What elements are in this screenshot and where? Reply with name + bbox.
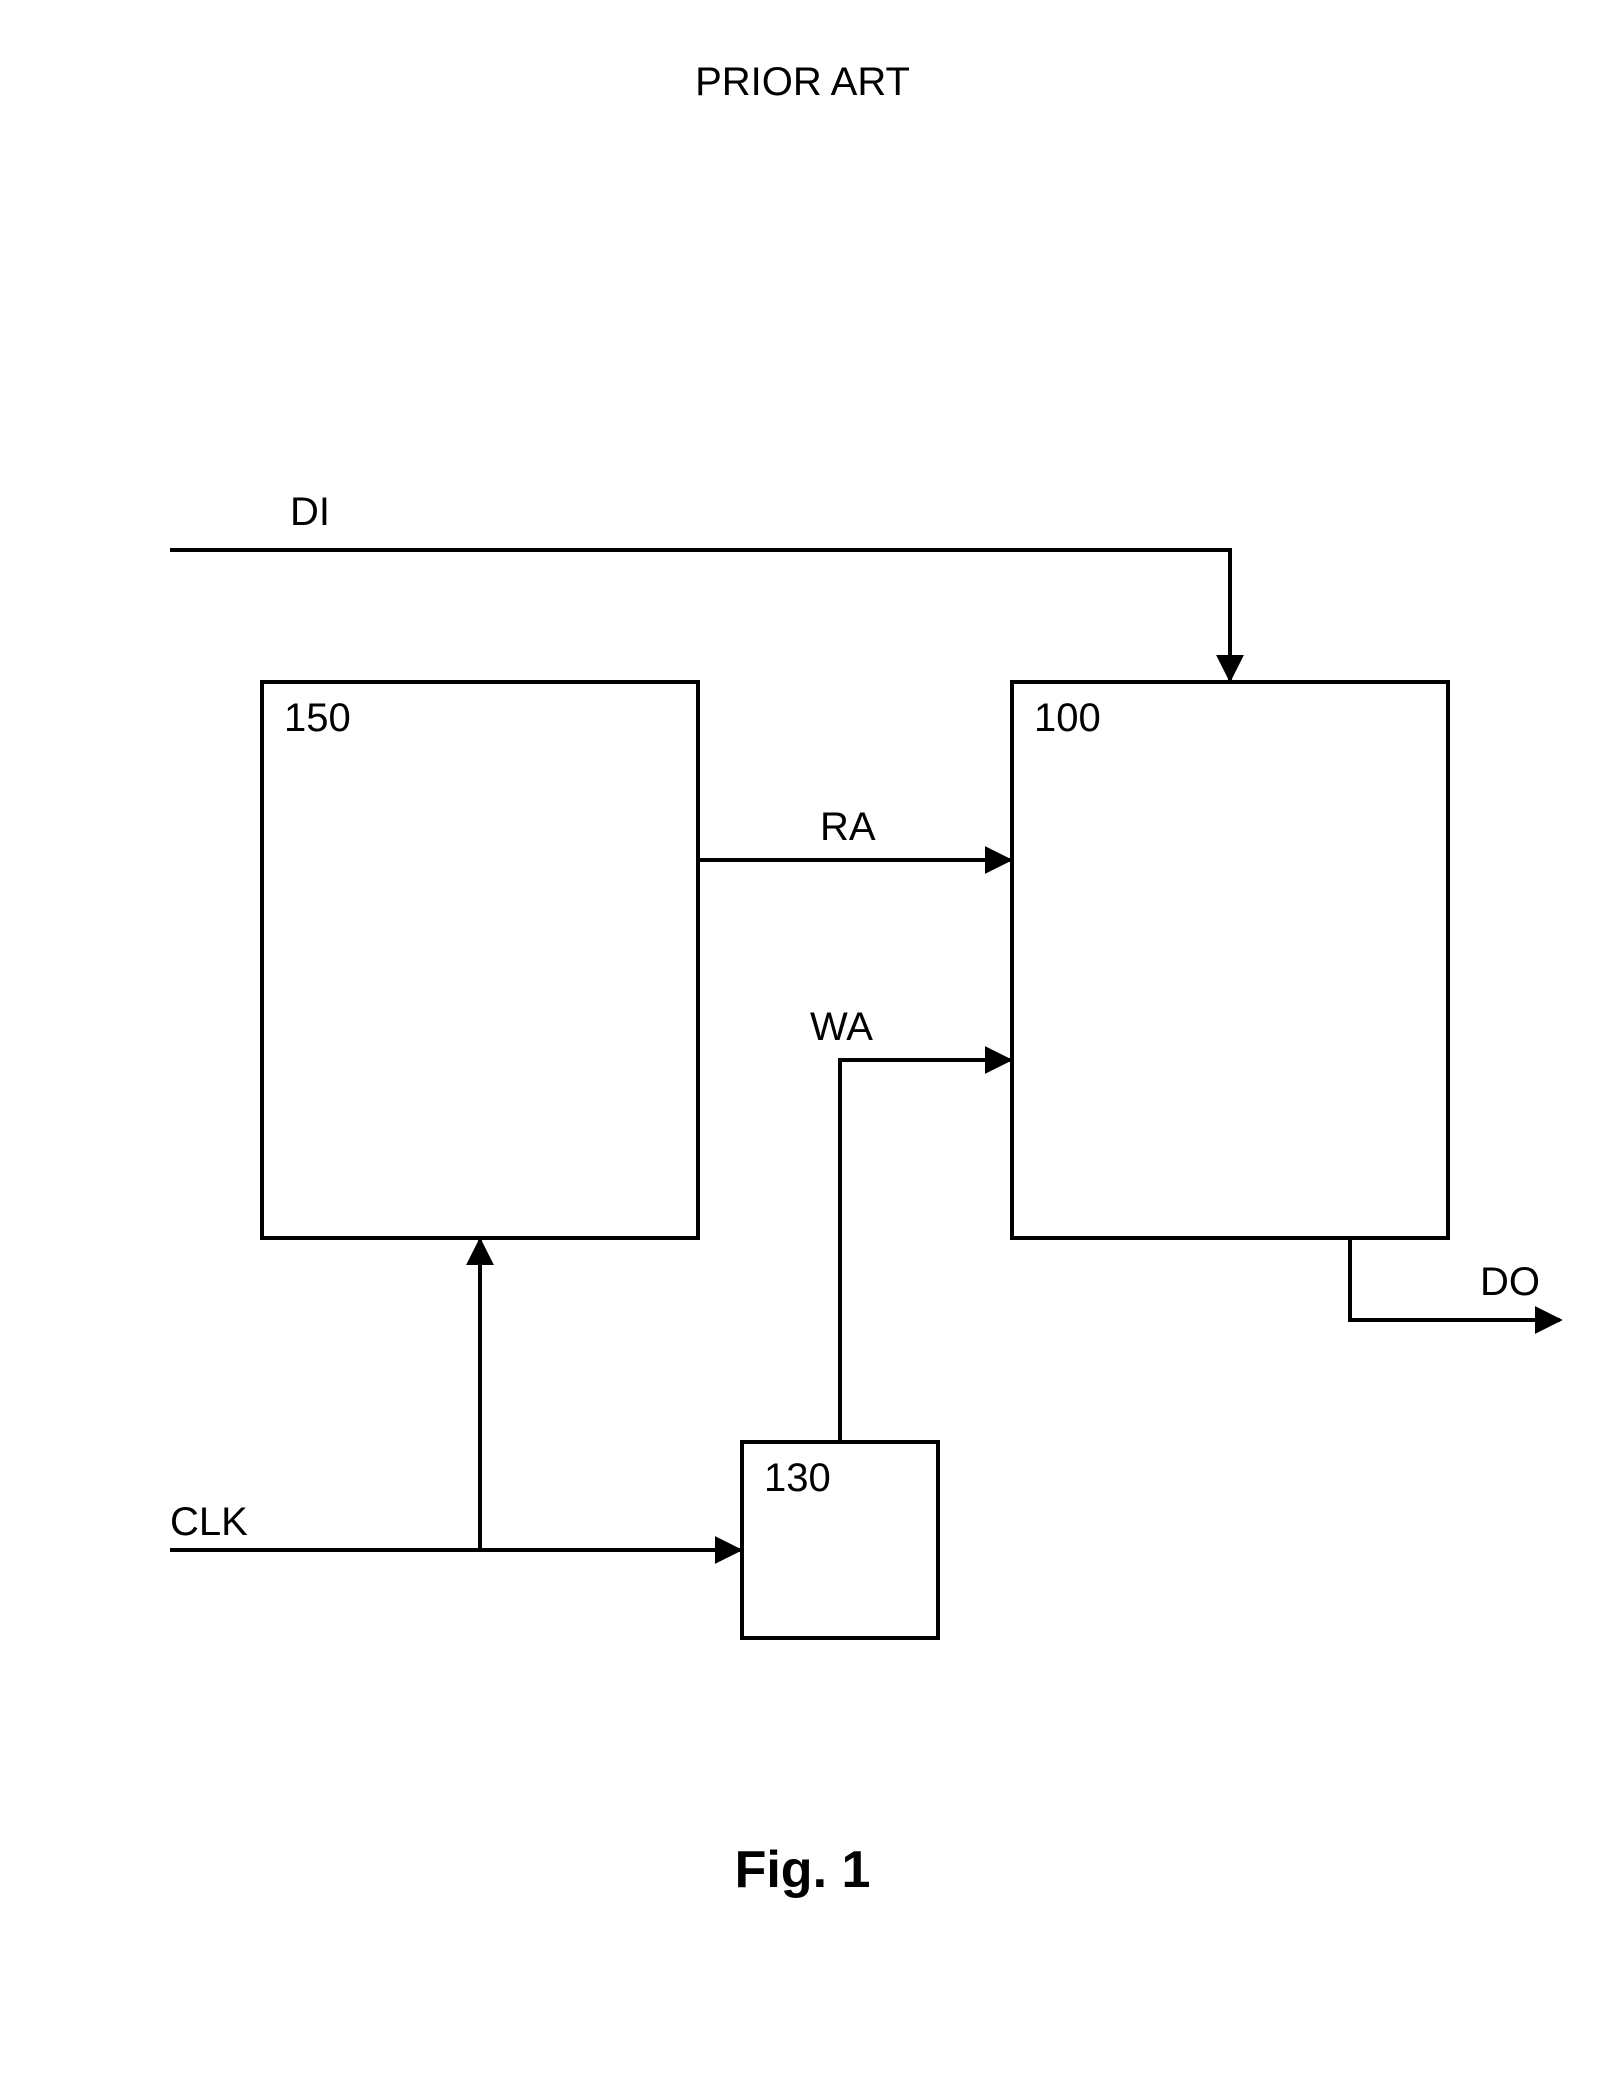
label-wa: WA [810, 1005, 873, 1050]
block-130: 130 [740, 1440, 940, 1640]
block-150-label: 150 [284, 696, 351, 741]
wire-wa [840, 1060, 1010, 1440]
figure-caption: Fig. 1 [0, 1840, 1605, 1900]
label-ra: RA [820, 805, 876, 850]
wire-di [170, 550, 1230, 680]
block-130-label: 130 [764, 1456, 831, 1501]
block-150: 150 [260, 680, 700, 1240]
label-clk: CLK [170, 1500, 248, 1545]
prior-art-title: PRIOR ART [0, 60, 1605, 105]
block-100-label: 100 [1034, 696, 1101, 741]
label-di: DI [290, 490, 330, 535]
page: PRIOR ART 150 100 130 DI RA WA CLK DO Fi… [0, 0, 1605, 2078]
label-do: DO [1480, 1260, 1540, 1305]
block-100: 100 [1010, 680, 1450, 1240]
